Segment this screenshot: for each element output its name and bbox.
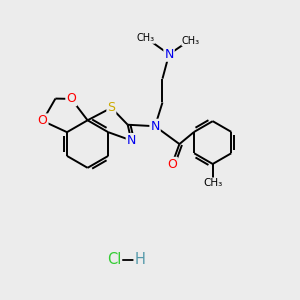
- Text: O: O: [167, 158, 177, 171]
- Text: S: S: [107, 101, 116, 114]
- Text: CH₃: CH₃: [137, 33, 155, 43]
- Text: Cl: Cl: [107, 253, 122, 268]
- Text: H: H: [134, 253, 145, 268]
- Text: N: N: [150, 120, 160, 133]
- Text: N: N: [164, 48, 174, 61]
- Text: O: O: [66, 92, 76, 105]
- Text: CH₃: CH₃: [182, 36, 200, 46]
- Text: N: N: [127, 134, 136, 147]
- Text: CH₃: CH₃: [203, 178, 222, 188]
- Text: O: O: [38, 114, 48, 128]
